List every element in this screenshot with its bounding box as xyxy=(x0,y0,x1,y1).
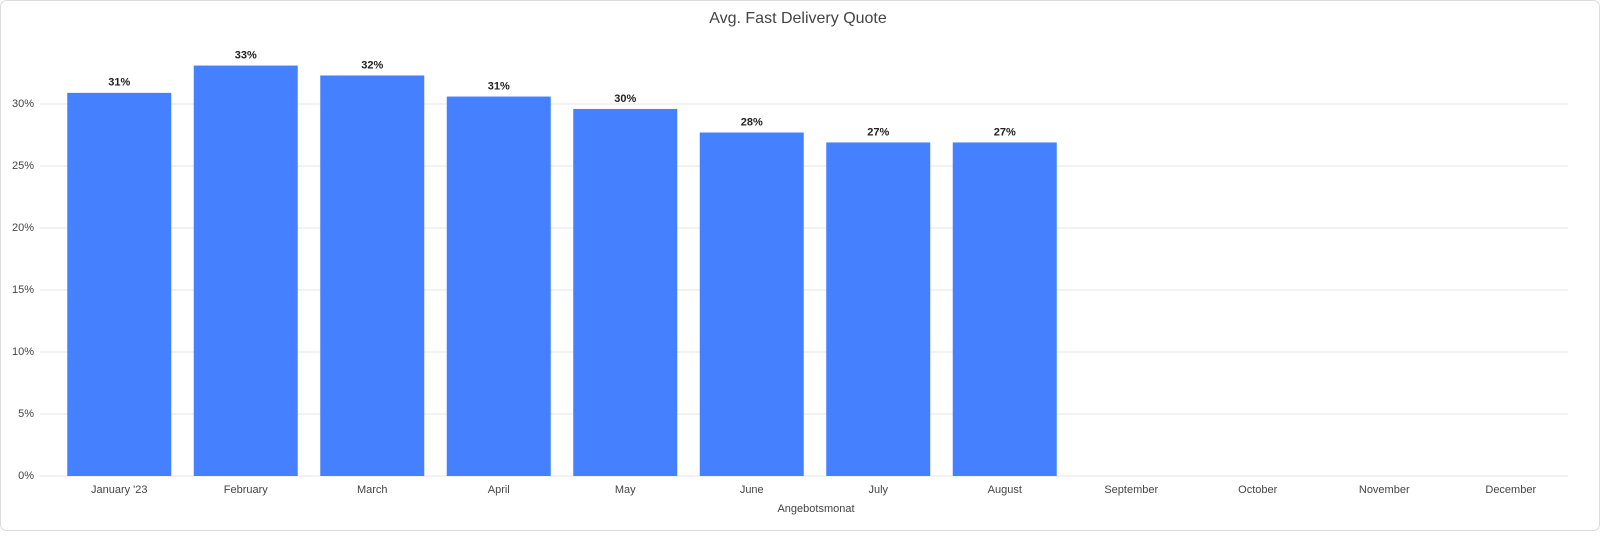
bar xyxy=(446,96,551,476)
value-label: 33% xyxy=(235,49,257,61)
bar xyxy=(573,108,678,477)
value-label: 32% xyxy=(361,59,383,71)
value-label: 27% xyxy=(867,126,889,138)
value-label: 27% xyxy=(994,126,1016,138)
x-tick-label: March xyxy=(357,484,388,496)
value-label: 31% xyxy=(488,80,510,92)
x-tick-label: July xyxy=(868,484,888,496)
bar xyxy=(952,142,1057,476)
x-tick-label: April xyxy=(488,484,510,496)
y-tick-label: 0% xyxy=(18,470,34,482)
bar xyxy=(826,142,931,476)
y-tick-label: 10% xyxy=(12,346,34,358)
y-tick-label: 30% xyxy=(12,98,34,110)
value-label: 30% xyxy=(614,93,636,105)
x-tick-label: August xyxy=(988,484,1022,496)
y-tick-label: 25% xyxy=(12,160,34,172)
x-tick-label: February xyxy=(224,484,269,496)
x-tick-label: December xyxy=(1485,484,1536,496)
x-tick-label: June xyxy=(740,484,764,496)
x-tick-label: November xyxy=(1359,484,1410,496)
y-tick-label: 20% xyxy=(12,222,34,234)
x-tick-label: October xyxy=(1238,484,1277,496)
y-tick-label: 5% xyxy=(18,408,34,420)
x-tick-label: May xyxy=(615,484,636,496)
x-tick-label: September xyxy=(1104,484,1158,496)
bar xyxy=(193,65,298,476)
y-tick-label: 15% xyxy=(12,284,34,296)
x-tick-label: January '23 xyxy=(91,484,148,496)
value-label: 28% xyxy=(741,116,763,128)
bar xyxy=(699,132,804,476)
value-label: 31% xyxy=(108,77,130,89)
bar xyxy=(320,75,425,476)
chart-title: Avg. Fast Delivery Quote xyxy=(709,10,887,27)
x-axis-label: Angebotsmonat xyxy=(777,503,854,515)
bar xyxy=(67,92,172,476)
